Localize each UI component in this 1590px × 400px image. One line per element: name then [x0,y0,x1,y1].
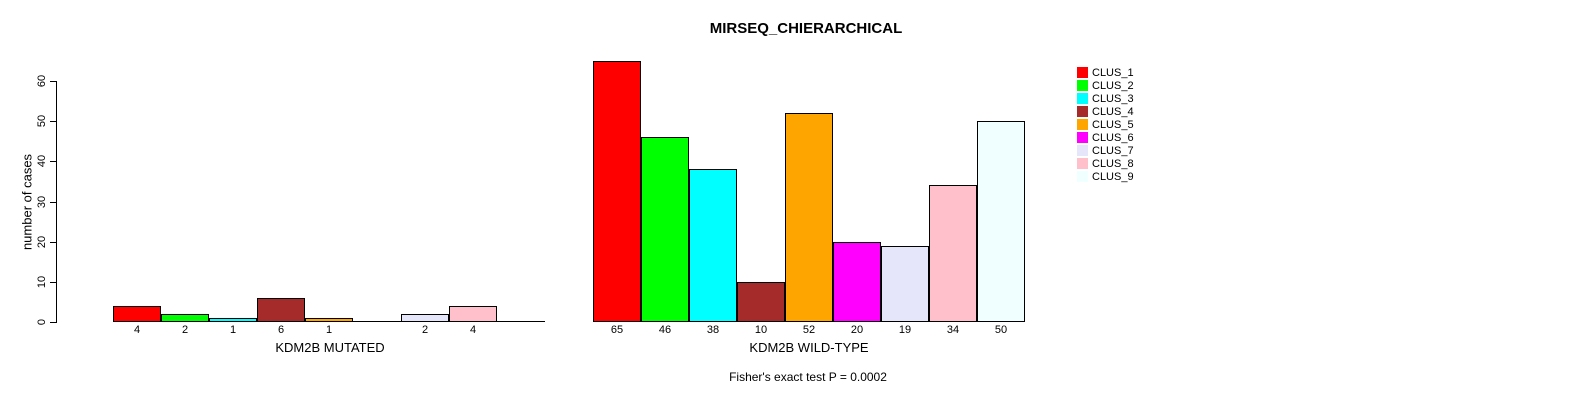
legend-swatch-clus_8 [1077,158,1088,169]
bar-value-label: 19 [898,324,912,336]
bar-value-label [497,324,545,336]
bar-clus_2 [641,137,689,322]
legend-swatch-clus_3 [1077,93,1088,104]
y-axis-tick [50,282,56,283]
y-axis-tick-label: 40 [36,154,48,168]
bar-clus_3 [689,169,737,322]
legend-label-clus_5: CLUS_5 [1092,119,1134,131]
fisher-test-annotation: Fisher's exact test P = 0.0002 [729,370,887,384]
bar-clus_8 [449,306,497,322]
legend-swatch-clus_4 [1077,106,1088,117]
y-axis-tick [50,121,56,122]
bar-value-label: 52 [802,324,816,336]
bar-clus_6-zero [353,321,401,322]
y-axis-tick [50,81,56,82]
legend-label-clus_3: CLUS_3 [1092,93,1134,105]
legend-label-clus_6: CLUS_6 [1092,132,1134,144]
legend-label-clus_9: CLUS_9 [1092,171,1134,183]
legend-label-clus_8: CLUS_8 [1092,158,1134,170]
y-axis-label: number of cases [19,153,35,251]
bar-value-label: 2 [421,324,429,336]
y-axis-tick-label: 0 [36,318,48,326]
legend-swatch-clus_5 [1077,119,1088,130]
legend-label-clus_7: CLUS_7 [1092,145,1134,157]
y-axis-tick [50,242,56,243]
bar-value-label: 38 [706,324,720,336]
bar-value-label: 50 [994,324,1008,336]
legend-swatch-clus_9 [1077,171,1088,182]
y-axis-tick-label: 50 [36,114,48,128]
bar-clus_5 [785,113,833,322]
bar-clus_9-zero [497,321,545,322]
bar-clus_3 [209,318,257,322]
y-axis-tick [50,322,56,323]
legend-label-clus_1: CLUS_1 [1092,67,1134,79]
bar-clus_4 [257,298,305,322]
y-axis-tick-label: 60 [36,74,48,88]
bar-value-label: 2 [181,324,189,336]
bar-value-label: 10 [754,324,768,336]
bar-value-label: 4 [133,324,141,336]
y-axis [56,81,57,323]
bar-clus_6 [833,242,881,322]
bar-value-label [353,324,401,336]
chart-title: MIRSEQ_CHIERARCHICAL [709,20,903,37]
y-axis-tick-label: 20 [36,235,48,249]
bar-value-label: 6 [277,324,285,336]
y-axis-tick-label: 30 [36,195,48,209]
bar-value-label: 65 [610,324,624,336]
bar-clus_2 [161,314,209,322]
bar-clus_8 [929,185,977,322]
bar-clus_9 [977,121,1025,322]
bar-value-label: 20 [850,324,864,336]
legend-swatch-clus_6 [1077,132,1088,143]
bar-clus_7 [401,314,449,322]
y-axis-tick [50,161,56,162]
bar-value-label: 46 [658,324,672,336]
bar-clus_7 [881,246,929,322]
bar-clus_1 [113,306,161,322]
bar-value-label: 1 [325,324,333,336]
y-axis-tick [50,202,56,203]
y-axis-tick-label: 10 [36,275,48,289]
bar-clus_4 [737,282,785,322]
bar-value-label: 1 [229,324,237,336]
legend-swatch-clus_7 [1077,145,1088,156]
legend-label-clus_2: CLUS_2 [1092,80,1134,92]
legend-label-clus_4: CLUS_4 [1092,106,1134,118]
group-label-kdm2b-mutated: KDM2B MUTATED [275,340,385,355]
group-label-kdm2b-wild-type: KDM2B WILD-TYPE [749,340,869,355]
bar-clus_1 [593,61,641,322]
legend-swatch-clus_1 [1077,67,1088,78]
bar-clus_5 [305,318,353,322]
bar-value-label: 34 [946,324,960,336]
bar-value-label: 4 [469,324,477,336]
legend-swatch-clus_2 [1077,80,1088,91]
